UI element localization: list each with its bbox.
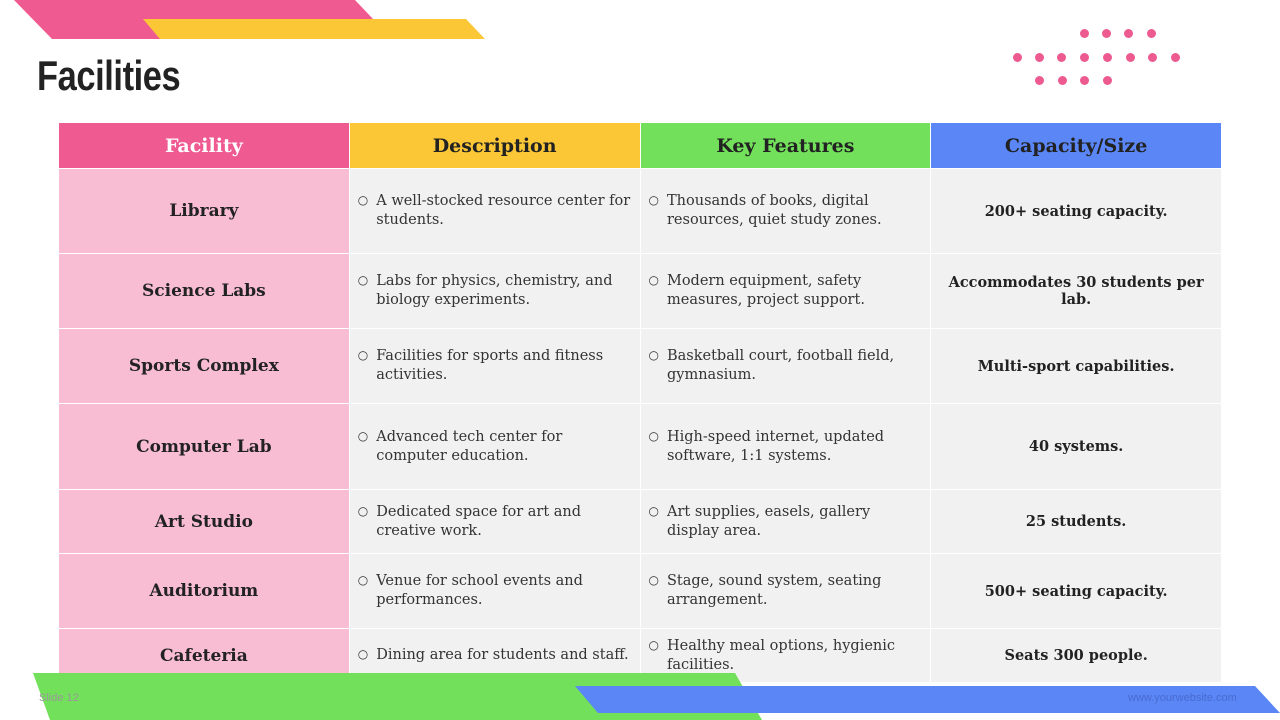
capacity-cell: 40 systems. (930, 403, 1222, 490)
dot (1079, 75, 1089, 85)
description-text: A well-stocked resource center for stude… (376, 193, 631, 228)
facility-cell: Auditorium (58, 553, 350, 629)
facility-cell: Art Studio (58, 489, 350, 554)
dot (1101, 28, 1111, 38)
dot (1034, 75, 1044, 85)
dot (1170, 52, 1180, 62)
description-text: Advanced tech center for computer educat… (376, 428, 563, 464)
features-text: Healthy meal options, hygienic facilitie… (666, 637, 896, 673)
column-header: Capacity/Size (930, 122, 1222, 169)
capacity-cell: 200+ seating capacity. (930, 168, 1222, 254)
bullet-icon: ○ (648, 573, 659, 587)
bullet-icon: ○ (357, 273, 369, 287)
decorative-stripes-top (14, 0, 485, 39)
description-cell: ○ Advanced tech center for computer educa… (348, 403, 641, 490)
description-cell: ○ Venue for school events and performance… (348, 553, 641, 629)
features-text: Art supplies, easels, gallery display ar… (666, 503, 871, 539)
column-header: Facility (58, 122, 350, 169)
table-row: Auditorium ○ Venue for school events and p… (58, 553, 1222, 629)
capacity-cell: Accommodates 30 students per lab. (930, 253, 1222, 329)
website-text: www.yourwebsite.com (1128, 692, 1237, 704)
green-stripe (33, 673, 762, 720)
facility-cell: Computer Lab (58, 403, 350, 490)
dot (1057, 75, 1067, 85)
features-cell: ○ Thousands of books, digital resources, … (639, 168, 932, 254)
features-text: Stage, sound system, seating arrangement… (666, 573, 882, 608)
facility-cell: Science Labs (58, 253, 350, 329)
dot (1146, 28, 1156, 38)
features-text: Basketball court, football field, gymnas… (666, 348, 895, 383)
bullet-icon: ○ (648, 193, 659, 207)
capacity-cell: 25 students. (930, 489, 1222, 554)
features-text: High-speed internet, updated software, 1… (666, 428, 885, 464)
bullet-icon: ○ (357, 573, 369, 587)
bullet-icon: ○ (648, 503, 659, 518)
bullet-icon: ○ (357, 348, 369, 362)
table-row: Library ○ A well-stocked resource center f… (58, 168, 1222, 254)
description-cell: ○ A well-stocked resource center for stud… (348, 168, 641, 254)
description-cell: ○ Dedicated space for art and creative wo… (348, 489, 641, 554)
dot (1034, 52, 1044, 62)
features-text: Thousands of books, digital resources, q… (666, 193, 882, 228)
facilities-table: Facility Description Key Features Capacity/… (58, 122, 1222, 683)
bullet-icon: ○ (648, 428, 659, 443)
page-title: Facilities (37, 52, 181, 99)
bullet-icon: ○ (357, 503, 369, 518)
description-cell: ○ Facilities for sports and fitness activ… (348, 328, 641, 404)
table-row: Art Studio ○ Dedicated space for art and c… (58, 489, 1222, 554)
bullet-icon: ○ (357, 193, 369, 207)
capacity-cell: 500+ seating capacity. (930, 553, 1222, 629)
capacity-cell: Seats 300 people. (930, 628, 1222, 683)
description-text: Labs for physics, chemistry, and biology… (376, 273, 613, 308)
slide-number: Slide 12 (39, 692, 79, 704)
dot (1012, 52, 1022, 62)
bullet-icon: ○ (648, 273, 659, 287)
yellow-stripe (143, 19, 485, 39)
features-cell: ○ High-speed internet, updated software, … (639, 403, 932, 490)
capacity-cell: Multi-sport capabilities. (930, 328, 1222, 404)
features-cell: ○ Basketball court, football field, gymna… (639, 328, 932, 404)
dot (1056, 52, 1066, 62)
blue-stripe (575, 686, 1280, 713)
features-text: Modern equipment, safety measures, proje… (666, 273, 865, 308)
dot (1123, 28, 1133, 38)
description-text: Facilities for sports and fitness activi… (376, 348, 604, 383)
facility-cell: Library (58, 168, 350, 254)
description-text: Dining area for students and staff. (376, 647, 629, 663)
description-text: Dedicated space for art and creative wor… (376, 503, 582, 539)
features-cell: ○ Art supplies, easels, gallery display a… (639, 489, 932, 554)
description-text: Venue for school events and performances… (376, 573, 583, 608)
facility-cell: Sports Complex (58, 328, 350, 404)
dot (1102, 75, 1112, 85)
bullet-icon: ○ (648, 637, 659, 652)
description-cell: ○ Labs for physics, chemistry, and biolog… (348, 253, 641, 329)
bullet-icon: ○ (648, 348, 659, 362)
column-header: Key Features (639, 122, 932, 169)
bullet-icon: ○ (357, 647, 369, 661)
features-cell: ○ Stage, sound system, seating arrangemen… (639, 553, 932, 629)
column-header: Description (348, 122, 641, 169)
bullet-icon: ○ (357, 428, 369, 443)
table-row: Science Labs ○ Labs for physics, chemistry… (58, 253, 1222, 329)
table-row: Computer Lab ○ Advanced tech center for co… (58, 403, 1222, 490)
table-row: Sports Complex ○ Facilities for sports and… (58, 328, 1222, 404)
dot (1147, 52, 1157, 62)
dot (1079, 28, 1089, 38)
dot (1079, 52, 1089, 62)
features-cell: ○ Modern equipment, safety measures, proj… (639, 253, 932, 329)
dot (1102, 52, 1112, 62)
dot (1125, 52, 1135, 62)
decorative-stripes-bottom (33, 673, 1280, 720)
